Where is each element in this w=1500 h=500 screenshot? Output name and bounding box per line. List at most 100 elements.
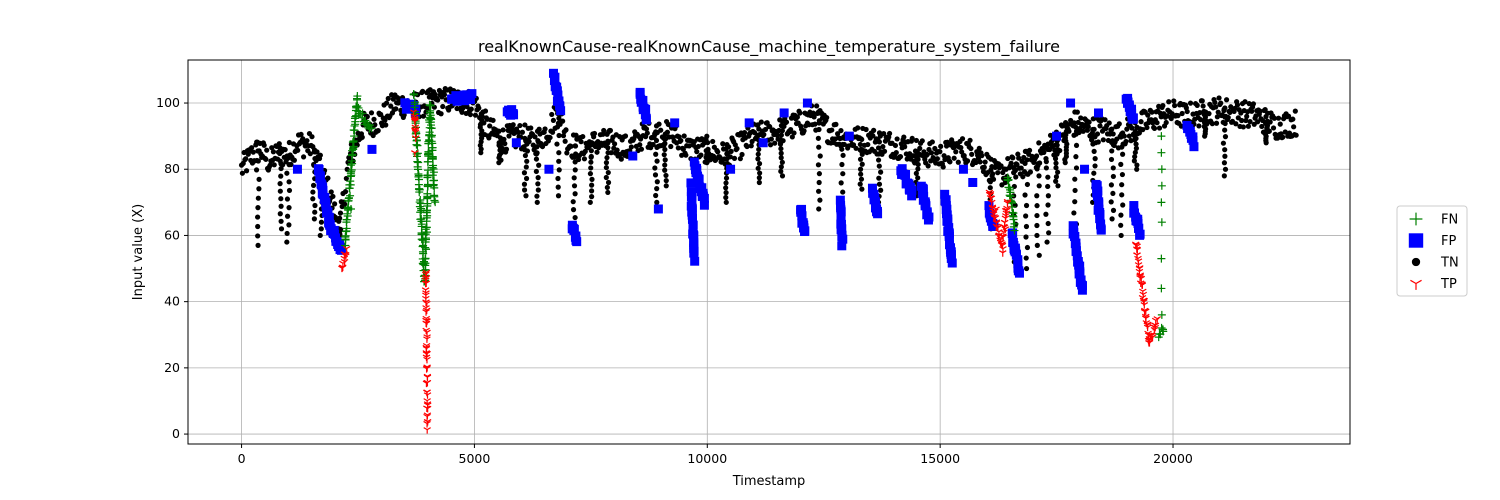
tn-point: [710, 138, 716, 145]
tn-point: [774, 132, 780, 138]
tn-point: [1026, 147, 1033, 153]
tn-point: [1045, 146, 1051, 152]
y-tick-label: 0: [172, 426, 180, 441]
tp-point: [1142, 308, 1150, 316]
fp-point: [1095, 214, 1105, 224]
fp-point: [1127, 104, 1137, 114]
tn-point: [581, 156, 588, 162]
tn-point: [816, 144, 822, 150]
tn-point: [286, 205, 292, 211]
tn-point: [1214, 114, 1220, 120]
tn-point: [840, 171, 846, 177]
fp-point: [1075, 261, 1085, 271]
tn-point: [270, 149, 277, 155]
tn-point: [555, 175, 561, 182]
tp-point: [339, 264, 347, 271]
tn-point: [535, 187, 541, 193]
tn-point: [857, 141, 863, 148]
tn-point: [556, 132, 562, 139]
tp-point: [411, 117, 419, 124]
tn-point: [572, 159, 578, 165]
tn-point: [372, 122, 378, 128]
tn-point: [1036, 183, 1042, 189]
fp-point: [1075, 268, 1085, 278]
tn-point: [1033, 153, 1040, 159]
tn-point: [1134, 124, 1140, 130]
fp-point: [292, 164, 302, 174]
tp-point: [1000, 219, 1009, 227]
tn-point: [1011, 164, 1017, 171]
tn-point: [1100, 137, 1106, 143]
tn-point: [824, 114, 830, 121]
tn-point: [1062, 160, 1068, 166]
tn-point: [637, 142, 643, 148]
fp-point: [1007, 229, 1017, 239]
tp-point: [411, 135, 420, 142]
tn-point: [523, 193, 529, 199]
tp-point: [1140, 302, 1149, 309]
tn-point: [876, 175, 882, 181]
tn-point: [748, 143, 754, 149]
tn-point: [1222, 166, 1229, 172]
tn-point: [1166, 99, 1172, 105]
tn-point: [312, 155, 318, 162]
fp-point: [555, 101, 565, 111]
fp-point: [553, 90, 563, 100]
tn-point: [817, 197, 823, 203]
y-tick-label: 40: [164, 294, 180, 309]
legend-marker-tn: [1411, 257, 1421, 267]
tn-point: [958, 145, 964, 151]
x-axis-ticks: 0 5000 10000 15000 20000: [238, 444, 1193, 466]
tp-point: [1137, 275, 1146, 283]
fp-point: [870, 197, 880, 207]
tn-point: [762, 126, 769, 133]
tn-point: [897, 154, 904, 160]
tn-point: [758, 119, 764, 125]
tn-point: [587, 199, 593, 205]
tn-point: [1175, 113, 1181, 119]
tp-point: [423, 405, 431, 412]
fp-point: [572, 237, 582, 247]
tn-point: [420, 113, 427, 119]
fp-point: [919, 191, 929, 201]
tp-point: [1140, 297, 1148, 305]
tn-point: [522, 122, 528, 128]
tn-point: [591, 130, 598, 137]
tn-point: [982, 159, 988, 165]
tn-point: [859, 186, 865, 192]
fn-point: [1005, 191, 1014, 200]
tn-point: [359, 134, 365, 140]
tn-point: [940, 164, 946, 170]
tn-point: [1132, 154, 1138, 160]
tn-point: [317, 152, 323, 158]
tn-point: [549, 111, 555, 118]
tn-point: [278, 165, 284, 172]
tn-point: [791, 130, 797, 136]
tp-point: [1148, 332, 1156, 340]
tn-point: [467, 111, 474, 118]
tn-point: [794, 114, 800, 120]
fp-point: [544, 164, 554, 174]
tn-point: [1109, 126, 1115, 132]
tn-point: [892, 142, 899, 149]
tn-point: [662, 131, 668, 137]
tn-point: [522, 147, 528, 153]
tn-point: [894, 136, 900, 142]
tn-point: [253, 167, 260, 173]
tn-point: [464, 104, 470, 110]
tn-point: [588, 142, 594, 148]
fp-point: [569, 224, 579, 234]
tn-point: [720, 141, 726, 147]
tn-point: [816, 126, 822, 133]
tn-point: [570, 207, 577, 213]
tn-point: [876, 139, 883, 145]
tn-point: [1222, 147, 1228, 153]
tp-point: [342, 245, 351, 253]
tn-point: [1233, 121, 1239, 127]
tn-point: [521, 187, 528, 193]
tn-point: [756, 161, 763, 167]
tn-point: [886, 130, 893, 137]
tn-point: [1035, 163, 1041, 169]
tn-point: [337, 210, 344, 216]
tn-point: [1234, 102, 1241, 108]
